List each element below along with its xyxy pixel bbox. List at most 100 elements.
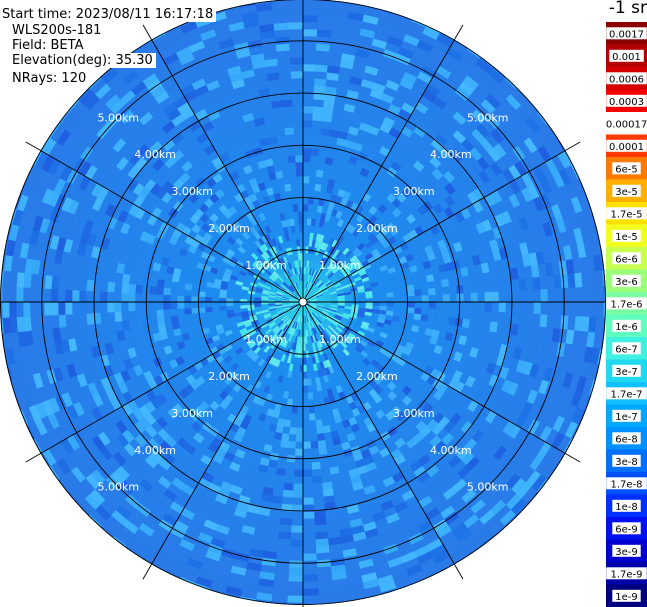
radar-gate-cell (205, 311, 214, 318)
radar-gate-cell (183, 307, 192, 315)
radar-gate-cell (310, 441, 319, 450)
radar-gate-cell (302, 560, 318, 569)
radar-gate-cell (588, 271, 597, 288)
radar-gate-cell (302, 231, 307, 240)
radar-gate-cell (36, 287, 45, 303)
radar-gate-cell (141, 301, 150, 311)
radar-gate-cell (511, 279, 520, 292)
radar-gate-cell (184, 313, 193, 321)
radar-gate-cell (156, 316, 165, 326)
radar-gate-cell (78, 301, 87, 314)
radar-gate-cell (204, 296, 213, 303)
radar-gate-cell (308, 406, 315, 415)
radar-gate-cell (302, 357, 307, 366)
radar-gate-cell (293, 462, 304, 471)
radar-gate-cell (365, 301, 374, 306)
radar-gate-cell (190, 301, 199, 309)
radar-gate-cell (314, 78, 327, 87)
radar-gate-cell (298, 371, 304, 380)
radar-gate-cell (456, 301, 465, 311)
radar-gate-cell (296, 420, 304, 429)
radar-gate-cell (302, 385, 308, 394)
radar-gate-cell (308, 189, 315, 198)
radar-gate-cell (386, 301, 395, 307)
radar-gate-cell (317, 587, 334, 596)
radar-gate-cell (288, 574, 304, 583)
radar-gate-cell (490, 311, 499, 323)
radar-gate-cell (441, 316, 450, 326)
radar-gate-cell (275, 467, 286, 477)
radar-gate-cell (302, 147, 312, 156)
radar-gate-cell (302, 175, 310, 184)
radar-gate-cell (290, 525, 304, 534)
radar-gate-cell (86, 279, 95, 292)
radar-gate-cell (315, 169, 325, 178)
radar-gate-cell (560, 315, 569, 331)
radar-gate-cell (414, 307, 423, 315)
radar-gate-cell (29, 287, 38, 303)
radar-gate-cell (428, 287, 437, 296)
radar-gate-cell (302, 224, 308, 233)
radar-gate-cell (302, 434, 311, 443)
radar-gate-cell (128, 283, 137, 294)
radar-gate-cell (106, 291, 115, 303)
radar-gate-cell (498, 291, 507, 303)
radar-gate-cell (134, 301, 143, 312)
radar-gate-cell (309, 420, 317, 429)
radar-gate-cell (393, 296, 402, 303)
radar-gate-cell (128, 274, 138, 285)
radar-gate-cell (442, 286, 451, 295)
radar-gate-cell (16, 271, 25, 288)
radar-gate-cell (317, 15, 334, 24)
radar-gate-cell (491, 301, 500, 313)
radar-gate-cell (312, 106, 324, 115)
radar-gate-cell (310, 454, 321, 463)
radar-gate-cell (100, 312, 109, 324)
radar-gate-cell (99, 291, 108, 303)
radar-gate-cell (135, 318, 145, 329)
radar-gate-cell (50, 301, 59, 316)
radar-gate-cell (317, 440, 327, 449)
radar-gate-cell (37, 315, 46, 331)
radar-gate-cell (312, 113, 323, 122)
radar-gate-cell (311, 475, 323, 484)
radar-gate-cell (314, 71, 328, 80)
radar-gate-cell (470, 301, 479, 312)
radar-gate-cell (567, 315, 576, 331)
radar-gate-cell (23, 316, 32, 332)
radar-gate-cell (302, 133, 313, 142)
radar-gate-cell (148, 293, 157, 303)
radar-gate-cell (469, 283, 478, 294)
radar-gate-cell (64, 289, 73, 303)
radar-gate-cell (316, 29, 332, 38)
radar-gate-cell (582, 301, 591, 318)
radar-gate-cell (393, 306, 402, 313)
radar-gate-cell (581, 316, 590, 333)
radar-gate-cell (58, 276, 67, 290)
radar-gate-cell (302, 392, 309, 401)
radar-gate-cell (218, 297, 227, 303)
radar-gate-cell (65, 276, 74, 291)
radar-gate-cell (302, 182, 310, 191)
radar-gate-cell (120, 301, 129, 312)
radar-gate-cell (302, 581, 319, 590)
radar-gate-cell (317, 573, 333, 582)
radar-gate-cell (302, 553, 317, 562)
radar-gate-cell (302, 21, 318, 30)
radar-gate-cell (309, 161, 318, 170)
radar-gate-cell (313, 496, 325, 505)
radar-gate-cell (176, 301, 185, 309)
radar-gate-cell (315, 43, 331, 52)
radar-gate-cell (428, 294, 437, 303)
radar-gate-cell (191, 312, 200, 320)
radar-gate-cell (307, 392, 314, 401)
radar-gate-cell (497, 312, 506, 324)
radar-gate-cell (8, 301, 17, 318)
radar-gate-cell (310, 154, 319, 163)
radar-gate-cell (312, 482, 323, 491)
radar-gate-cell (302, 476, 313, 485)
radar-gate-cell (183, 301, 192, 309)
radar-gate-cell (135, 310, 144, 320)
radar-gate-cell (302, 490, 314, 499)
radar-gate-cell (365, 298, 374, 303)
